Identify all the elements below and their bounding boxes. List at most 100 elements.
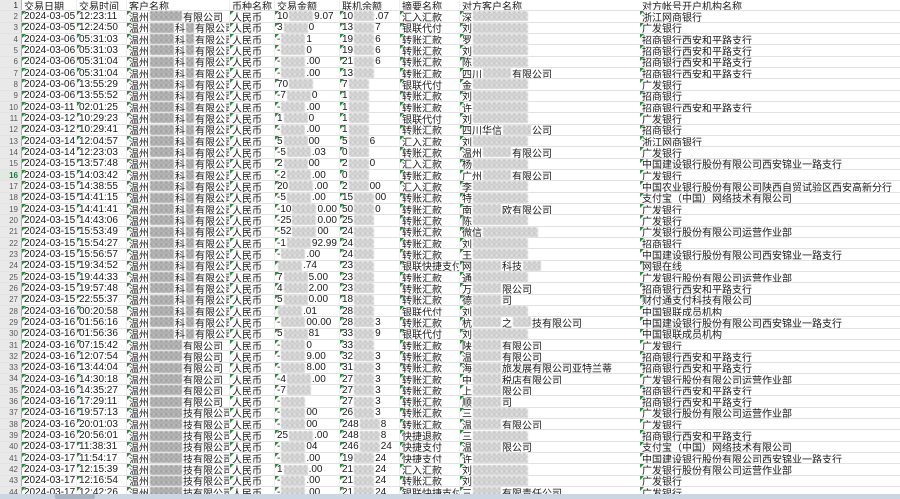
cell-date[interactable]: 2024-03-06 [22, 90, 77, 101]
cell-date[interactable]: 2024-03-05 [22, 22, 77, 33]
cell-currency[interactable]: 人民币 [230, 22, 275, 33]
cell-bank[interactable]: 中国建设银行股份有限公司西安锦业一路支行 [640, 158, 900, 169]
cell-bank[interactable]: 招商银行西安和平路支行 [640, 56, 900, 67]
cell-balance[interactable]: 23 [340, 271, 400, 283]
cell-customer[interactable]: 温州科有限公司 [127, 203, 230, 215]
cell-currency[interactable]: 人民币 [230, 67, 275, 79]
cell-counterparty[interactable]: 许 [460, 453, 640, 463]
cell-bank[interactable]: 招商银行西安和平路支行 [640, 396, 900, 407]
cell-amount[interactable]: - 8.00 [275, 362, 340, 373]
cell-currency[interactable]: 人民币 [230, 147, 275, 158]
cell-bank[interactable]: 广发银行 [640, 215, 900, 226]
cell-amount[interactable]: 5 0.00 [275, 294, 340, 305]
cell-date[interactable]: 2024-03-14 [22, 147, 77, 158]
cell-amount[interactable]: - 00 [275, 407, 340, 419]
cell-counterparty[interactable]: 刘 [460, 90, 640, 101]
cell-currency[interactable]: 人民币 [230, 283, 275, 294]
cell-time[interactable]: 15:54:27 [77, 237, 127, 249]
cell-balance[interactable]: 28 [340, 305, 400, 317]
cell-amount[interactable]: -2 .00 [275, 169, 340, 181]
cell-time[interactable]: 14:43:06 [77, 215, 127, 226]
cell-amount[interactable]: -1 92.99 [275, 237, 340, 249]
cell-amount[interactable]: - .00 [275, 124, 340, 135]
cell-counterparty[interactable]: 广州 有限公司 [460, 169, 640, 180]
cell-summary[interactable]: 汇入汇款 [400, 135, 460, 147]
cell-bank[interactable]: 中国农业银行股份有限公司陕西自贸试验区西安高新分行 [640, 181, 900, 192]
row-number[interactable]: 38 [0, 419, 22, 430]
cell-counterparty[interactable]: 杭 之 技有限公司 [460, 317, 640, 328]
cell-currency[interactable]: 人民币 [230, 237, 275, 249]
cell-time[interactable]: 11:54:17 [77, 453, 127, 464]
cell-balance[interactable]: 15 00 [340, 192, 400, 203]
cell-time[interactable]: 01:56:16 [77, 317, 127, 328]
cell-currency[interactable]: 人民币 [230, 169, 275, 181]
cell-balance[interactable]: 21 6 [340, 56, 400, 67]
cell-time[interactable]: 12:07:54 [77, 351, 127, 362]
cell-time[interactable]: 14:41:15 [77, 192, 127, 203]
row-number[interactable]: 4 [0, 33, 22, 45]
cell-bank[interactable]: 招商银行西安和平路支行 [640, 101, 900, 112]
cell-customer[interactable]: 温州科有限公司 [127, 33, 230, 45]
cell-amount[interactable]: - .00 [275, 67, 340, 79]
row-number[interactable]: 27 [0, 294, 22, 305]
cell-currency[interactable]: 人民币 [230, 158, 275, 169]
cell-summary[interactable]: 转账汇款 [400, 396, 460, 407]
cell-summary[interactable]: 银联快捷支付 [400, 487, 460, 498]
cell-amount[interactable]: - .00 [275, 475, 340, 487]
cell-date[interactable]: 2024-03-06 [22, 56, 77, 67]
cell-currency[interactable]: 人民币 [230, 181, 275, 192]
cell-customer[interactable]: 温州科有限公司 [127, 101, 230, 113]
cell-bank[interactable]: 招商银行西安和平路支行 [640, 430, 900, 441]
cell-counterparty[interactable]: 金 [460, 79, 640, 90]
cell-customer[interactable]: 温州科有限公司 [127, 249, 230, 260]
cell-summary[interactable]: 转账汇款 [400, 192, 460, 203]
cell-currency[interactable]: 人民币 [230, 419, 275, 430]
row-number[interactable]: 43 [0, 475, 22, 487]
row-number[interactable]: 36 [0, 396, 22, 407]
cell-counterparty[interactable]: 三 有限责任公司 [460, 487, 640, 497]
cell-time[interactable]: 14:35:27 [77, 385, 127, 396]
cell-summary[interactable]: 转账汇款 [400, 33, 460, 45]
cell-counterparty[interactable]: 陈 [460, 215, 640, 226]
cell-customer[interactable]: 温州 有限公司 [127, 339, 230, 351]
cell-time[interactable]: 13:55:52 [77, 90, 127, 101]
cell-time[interactable]: 12:04:57 [77, 135, 127, 147]
cell-bank[interactable]: 广发银行 [640, 419, 900, 429]
cell-counterparty[interactable]: 四川华信 公司 [460, 124, 640, 135]
row-number[interactable]: 7 [0, 67, 22, 79]
row-number[interactable]: 13 [0, 135, 22, 147]
cell-amount[interactable]: - .00 [275, 101, 340, 113]
row-number[interactable]: 11 [0, 113, 22, 124]
cell-currency[interactable]: 人民币 [230, 351, 275, 362]
cell-amount[interactable]: - 04 [275, 441, 340, 453]
cell-date[interactable]: 2024-03-14 [22, 135, 77, 147]
cell-bank[interactable]: 招商银行 [640, 90, 900, 101]
cell-date[interactable]: 2024-03-15 [22, 260, 77, 271]
cell-bank[interactable]: 招商银行西安和平路支行 [640, 351, 900, 362]
cell-bank[interactable]: 广发银行股份有限公司运营作业部 [640, 226, 900, 237]
cell-date[interactable]: 2024-03-16 [22, 328, 77, 339]
cell-counterparty[interactable]: 顺司 [460, 396, 640, 407]
row-number[interactable]: 21 [0, 226, 22, 237]
cell-time[interactable]: 02:01:25 [77, 101, 127, 113]
cell-balance[interactable]: 33 9 [340, 328, 400, 339]
cell-currency[interactable]: 人民币 [230, 294, 275, 305]
cell-counterparty[interactable]: 罗 [460, 33, 640, 44]
cell-counterparty[interactable]: 陕 有限公司 [460, 339, 640, 350]
cell-time[interactable]: 14:41:41 [77, 203, 127, 215]
cell-time[interactable]: 14:30:18 [77, 373, 127, 385]
cell-summary[interactable]: 汇入汇款 [400, 158, 460, 169]
cell-customer[interactable]: 温州科有限公司 [127, 124, 230, 135]
cell-balance[interactable]: 10.07 [340, 11, 400, 22]
cell-customer[interactable]: 温州 有限公司 [127, 11, 230, 22]
cell-currency[interactable]: 人民币 [230, 203, 275, 215]
cell-balance[interactable]: 21 24 [340, 464, 400, 475]
cell-amount[interactable]: .74 [275, 260, 340, 271]
cell-summary[interactable]: 银联代付 [400, 113, 460, 124]
cell-counterparty[interactable]: 四川 有限公司 [460, 67, 640, 78]
cell-customer[interactable]: 温州 有限公司 [127, 351, 230, 362]
cell-balance[interactable]: 25 [340, 215, 400, 226]
